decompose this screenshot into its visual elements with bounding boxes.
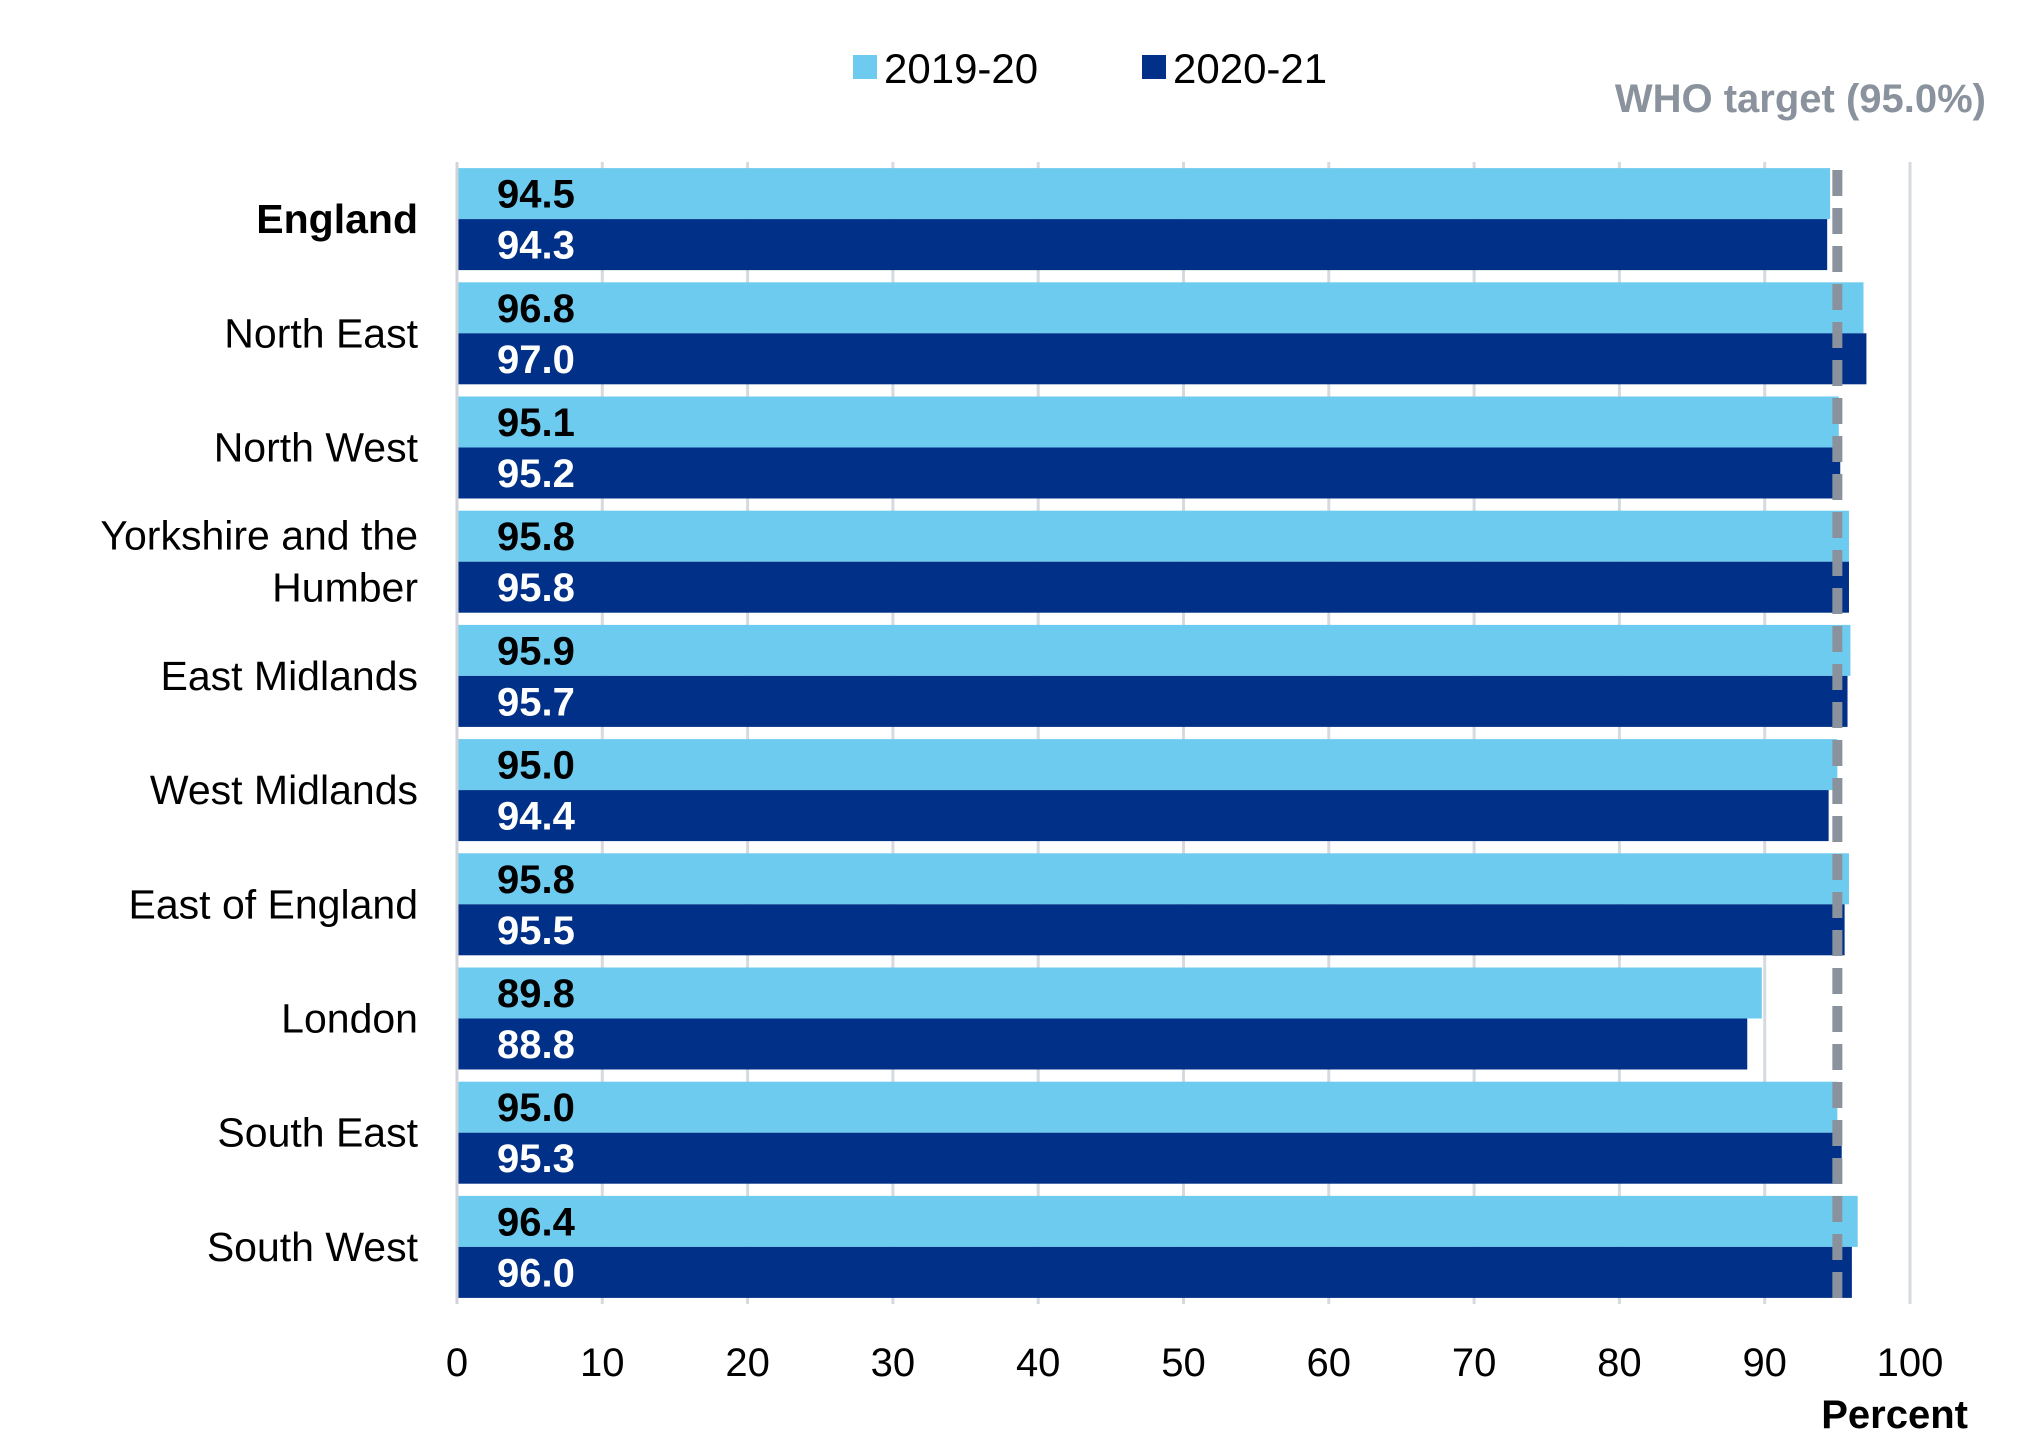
category-labels: England North East North West Yorkshire and… [100, 196, 418, 1270]
x-tick-label: 90 [1742, 1341, 1787, 1385]
x-tick-label: 70 [1452, 1341, 1497, 1385]
bar-value-label: 94.4 [497, 795, 576, 839]
bar-value-label: 94.5 [497, 173, 575, 217]
bar-value-label: 95.8 [497, 515, 575, 559]
bar-2019-20-west-midlands [457, 739, 1838, 791]
x-tick-label: 50 [1161, 1341, 1206, 1385]
legend-label-2019-20: 2019-20 [884, 45, 1038, 92]
category-label: East of England [129, 881, 418, 927]
bar-2019-20-south-east [457, 1081, 1838, 1133]
bar-value-label: 95.8 [497, 566, 575, 610]
bar-value-label: 95.8 [497, 858, 575, 902]
category-label: North West [214, 425, 419, 471]
bar-2020-21-east-midlands [457, 675, 1848, 727]
x-tick-label: 10 [580, 1341, 625, 1385]
category-label-line: Yorkshire and the [100, 513, 418, 559]
bar-2019-20-north-west [457, 396, 1839, 448]
x-axis-title: Percent [1821, 1393, 1968, 1437]
x-tick-label: 100 [1877, 1341, 1944, 1385]
category-label: West Midlands [150, 767, 418, 813]
bar-2019-20-england [457, 168, 1831, 220]
category-label: South East [217, 1110, 418, 1156]
bar-2020-21-south-west [457, 1246, 1852, 1298]
bar-2020-21-west-midlands [457, 790, 1829, 842]
bar-value-label: 96.4 [497, 1200, 576, 1244]
bar-2019-20-yorkshire-and-the-humber [457, 510, 1849, 562]
bar-value-label: 94.3 [497, 224, 575, 268]
category-label: London [281, 996, 418, 1042]
bar-labels: 94.5 94.3 96.8 97.0 95.1 95.2 95.8 95.8 95.9 95.7… [497, 173, 576, 1296]
bar-2020-21-north-east [457, 333, 1867, 385]
bar-2020-21-south-east [457, 1132, 1842, 1184]
bar-value-label: 95.3 [497, 1137, 575, 1181]
legend: 2019-20 2020-21 [853, 45, 1327, 92]
category-label: England [256, 196, 418, 242]
bar-value-label: 95.7 [497, 680, 575, 724]
category-label: South West [207, 1224, 419, 1270]
bar-value-label: 95.2 [497, 452, 575, 496]
who-target-label: WHO target (95.0%) [1615, 77, 1986, 121]
category-label: Yorkshire and the Humber [100, 513, 418, 611]
bar-2020-21-london [457, 1018, 1748, 1070]
x-tick-label: 40 [1016, 1341, 1061, 1385]
category-label: North East [224, 310, 418, 356]
x-tick-label: 20 [725, 1341, 770, 1385]
bar-2019-20-east-of-england [457, 853, 1849, 905]
bar-value-label: 95.0 [497, 1086, 575, 1130]
bar-value-label: 97.0 [497, 338, 575, 382]
bar-value-label: 96.0 [497, 1251, 575, 1295]
bar-value-label: 96.8 [497, 287, 575, 331]
legend-swatch-2019-20 [853, 55, 877, 79]
legend-label-2020-21: 2020-21 [1173, 45, 1327, 92]
bar-value-label: 95.1 [497, 401, 575, 445]
bar-2019-20-east-midlands [457, 624, 1851, 676]
x-tick-label: 0 [446, 1341, 468, 1385]
x-axis-ticks: 0 10 20 30 40 50 60 70 80 90 100 [446, 1341, 1944, 1385]
bar-value-label: 95.0 [497, 744, 575, 788]
bar-2020-21-east-of-england [457, 904, 1845, 956]
bar-2019-20-london [457, 967, 1762, 1019]
x-tick-label: 60 [1307, 1341, 1352, 1385]
bars [457, 168, 1867, 1298]
bar-value-label: 89.8 [497, 972, 575, 1016]
category-label: East Midlands [160, 653, 418, 699]
bar-value-label: 88.8 [497, 1023, 575, 1067]
bar-2019-20-south-west [457, 1195, 1858, 1247]
bar-value-label: 95.9 [497, 629, 575, 673]
x-tick-label: 80 [1597, 1341, 1642, 1385]
bar-2020-21-england [457, 219, 1828, 271]
bar-2020-21-north-west [457, 447, 1841, 499]
bar-2019-20-north-east [457, 282, 1864, 334]
legend-swatch-2020-21 [1142, 55, 1166, 79]
category-label-line: Humber [272, 565, 418, 611]
bar-value-label: 95.5 [497, 909, 575, 953]
bar-2020-21-yorkshire-and-the-humber [457, 561, 1849, 613]
x-tick-label: 30 [871, 1341, 916, 1385]
